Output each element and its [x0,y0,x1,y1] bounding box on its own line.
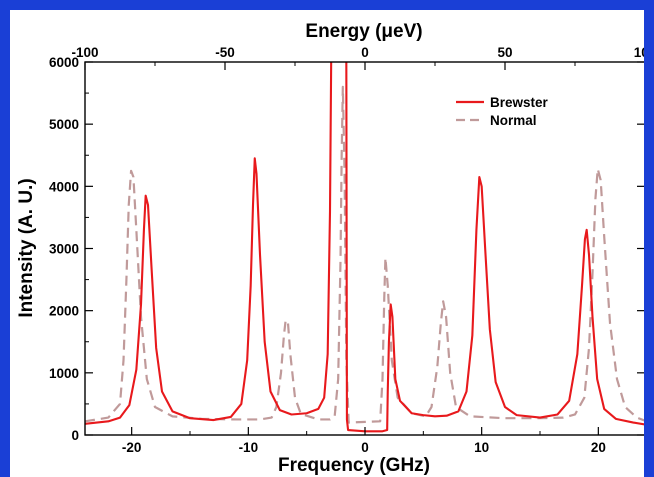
x-tick-label: -20 [122,440,142,455]
y-tick-label: 1000 [49,366,79,381]
x-tick-label: -10 [239,440,259,455]
y-tick-label: 3000 [49,242,79,257]
y-tick-label: 0 [71,428,79,443]
x2-axis-ticks: -100 -50 0 50 100 [71,45,644,70]
legend-label-brewster: Brewster [490,95,549,110]
y-tick-label: 2000 [49,304,79,319]
legend-label-normal: Normal [490,113,537,128]
x2-tick-label: -100 [71,45,98,60]
x2-tick-label: 0 [361,45,369,60]
series-layer [85,62,644,433]
x2-tick-label: 100 [634,45,644,60]
y-tick-label: 6000 [49,55,79,70]
x2-tick-label: 50 [497,45,512,60]
legend: Brewster Normal [456,95,549,128]
series-line-brewster [85,62,644,433]
x-axis-ticks: -20 -10 0 10 20 [122,427,606,455]
chart-background [10,10,644,477]
x-tick-label: 0 [361,440,369,455]
x2-axis-label: Energy (μeV) [305,21,422,42]
y-axis-ticks: 0 1000 2000 3000 4000 5000 6000 [49,55,644,443]
x-axis-label: Frequency (GHz) [278,455,430,476]
x2-tick-label: -50 [215,45,235,60]
y-axis-label: Intensity (A. U.) [16,178,37,317]
x-tick-label: 10 [474,440,489,455]
y-tick-label: 4000 [49,179,79,194]
x-tick-label: 20 [591,440,606,455]
y-tick-label: 5000 [49,117,79,132]
